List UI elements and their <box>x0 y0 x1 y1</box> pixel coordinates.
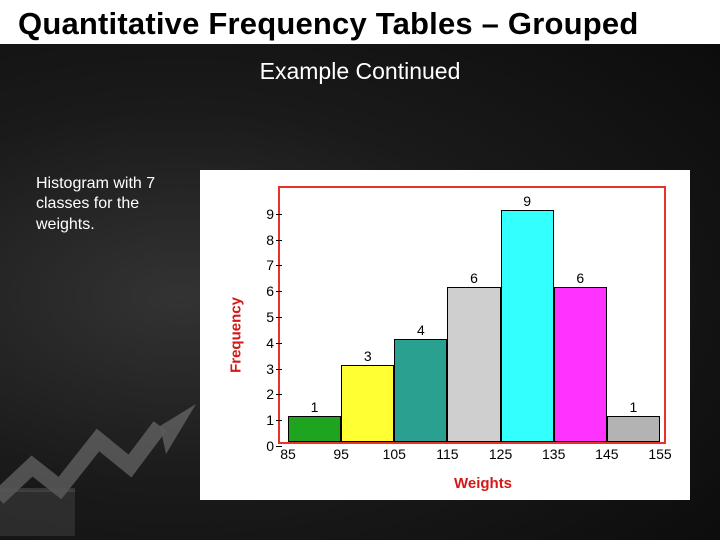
x-tick: 155 <box>648 442 671 462</box>
y-tick: 6 <box>252 283 280 299</box>
y-tick: 5 <box>252 309 280 325</box>
bar: 9 <box>501 210 554 442</box>
bar: 4 <box>394 339 447 442</box>
chart-caption: Histogram with 7 classes for the weights… <box>36 174 166 235</box>
bar-value-label: 9 <box>502 193 553 209</box>
y-tick: 9 <box>252 206 280 222</box>
decorative-arrow-icon <box>0 370 220 540</box>
page-title: Quantitative Frequency Tables – Grouped <box>0 6 720 42</box>
y-tick: 8 <box>252 232 280 248</box>
x-axis-label: Weights <box>454 475 512 492</box>
x-tick: 85 <box>280 442 296 462</box>
y-tick: 0 <box>252 438 280 454</box>
x-tick: 95 <box>333 442 349 462</box>
bar: 6 <box>554 287 607 442</box>
y-tick: 2 <box>252 386 280 402</box>
title-band: Quantitative Frequency Tables – Grouped <box>0 0 720 44</box>
y-tick: 1 <box>252 412 280 428</box>
bar-value-label: 1 <box>608 399 659 415</box>
x-tick: 115 <box>436 442 458 462</box>
chart-panel: Frequency Weights 1346961012345678985951… <box>200 170 690 500</box>
bar: 1 <box>288 416 341 442</box>
subtitle: Example Continued <box>0 58 720 85</box>
y-tick: 4 <box>252 335 280 351</box>
y-axis-label: Frequency <box>228 297 245 373</box>
y-tick: 3 <box>252 361 280 377</box>
x-tick: 125 <box>489 442 512 462</box>
bar-value-label: 1 <box>289 399 340 415</box>
bar: 6 <box>447 287 500 442</box>
y-tick: 7 <box>252 257 280 273</box>
x-tick: 135 <box>542 442 565 462</box>
plot-frame: 134696101234567898595105115125135145155 <box>278 186 666 444</box>
bar: 1 <box>607 416 660 442</box>
bar-value-label: 6 <box>555 270 606 286</box>
bar-value-label: 3 <box>342 348 393 364</box>
bar-value-label: 4 <box>395 322 446 338</box>
x-tick: 145 <box>595 442 618 462</box>
bar: 3 <box>341 365 394 442</box>
x-tick: 105 <box>383 442 406 462</box>
plot-area: 134696101234567898595105115125135145155 <box>280 188 664 442</box>
bar-value-label: 6 <box>448 270 499 286</box>
